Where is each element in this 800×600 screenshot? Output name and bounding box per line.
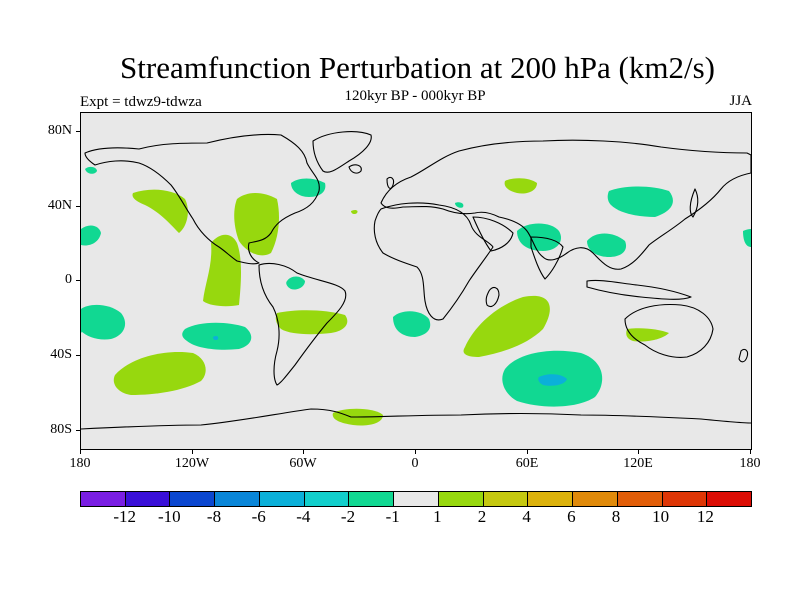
colorbar-segment [170, 492, 216, 506]
lat-label-40s: 40S [50, 347, 72, 362]
new-zealand-coastline [738, 348, 749, 363]
lat-tick [76, 280, 81, 281]
colorbar-level-label: -10 [157, 507, 181, 526]
colorbar-level-label: 2 [477, 507, 487, 526]
indonesia-coastline [586, 279, 692, 300]
colorbar-segment [81, 492, 126, 506]
colorbar-segment [304, 492, 350, 506]
lon-tick [80, 449, 81, 454]
lat-tick [76, 355, 81, 356]
colorbar-level-label: 6 [567, 507, 576, 526]
antarctica-coastline [81, 408, 751, 430]
greenland-coastline [312, 131, 372, 173]
eurasia-coastline [380, 139, 751, 270]
season-label: JJA [729, 93, 752, 109]
world-map [81, 131, 751, 430]
colorbar-segment [438, 492, 484, 506]
negative-region [393, 311, 431, 337]
colorbar [80, 491, 752, 507]
lat-tick [76, 430, 81, 431]
north-america-coastline [84, 133, 320, 265]
colorbar-level-label: -4 [296, 507, 311, 526]
negative-region [743, 229, 751, 247]
australia-coastline [624, 303, 714, 358]
negative-region [81, 225, 101, 246]
iceland-coastline [348, 164, 362, 174]
coastlines [81, 131, 751, 430]
negative-region [504, 178, 537, 194]
lon-tick [527, 449, 528, 454]
uk-coastline [386, 176, 395, 189]
negative-region [213, 335, 219, 341]
lon-label-120e: 120E [623, 456, 653, 471]
colorbar-segment [215, 492, 260, 506]
lat-label-40n: 40N [47, 198, 72, 213]
positive-region [132, 189, 188, 233]
lon-label-0: 0 [411, 456, 419, 471]
map-panel [80, 112, 752, 450]
colorbar-level-label: 8 [611, 507, 621, 526]
colorbar-segment [483, 492, 529, 506]
lon-tick [638, 449, 639, 454]
chart-title: Streamfunction Perturbation at 200 hPa (… [120, 50, 715, 85]
colorbar-level-label: 1 [433, 507, 442, 526]
colorbar-segment [349, 492, 395, 506]
lat-label-80n: 80N [47, 123, 72, 138]
positive-region [275, 310, 348, 335]
colorbar-segment [573, 492, 618, 506]
lat-label-80s: 80S [50, 422, 72, 437]
colorbar-segment [125, 492, 171, 506]
colorbar-level-label: -8 [206, 507, 222, 526]
colorbar-segment [617, 492, 663, 506]
positive-region [234, 193, 279, 256]
positive-region [463, 295, 550, 357]
negative-region [587, 233, 627, 257]
negative-region [286, 276, 305, 290]
colorbar-level-label: 12 [696, 507, 714, 526]
colorbar-level-label: 10 [652, 507, 670, 526]
lon-label-60e: 60E [515, 456, 539, 471]
lat-label-0: 0 [65, 272, 72, 287]
chart-subtitle: 120kyr BP - 000kyr BP [344, 88, 486, 104]
madagascar-coastline [485, 286, 500, 308]
negative-region [607, 186, 673, 217]
lon-label-180w: 180 [69, 456, 91, 471]
colorbar-segment [662, 492, 708, 506]
positive-region [626, 328, 669, 342]
colorbar-segment [707, 492, 752, 506]
lon-tick [750, 449, 751, 454]
colorbar-level-label: -6 [251, 507, 266, 526]
japan-coastline [689, 188, 699, 218]
lon-tick [415, 449, 416, 454]
colorbar-segment [394, 492, 439, 506]
colorbar-level-label: -2 [340, 507, 356, 526]
colorbar-segment [528, 492, 574, 506]
arabia-coastline [472, 216, 514, 252]
positive-region [203, 234, 241, 307]
negative-region [81, 304, 126, 340]
colorbar-level-label: 4 [522, 507, 531, 526]
lon-tick [192, 449, 193, 454]
lon-tick [303, 449, 304, 454]
lat-tick [76, 131, 81, 132]
south-america-coastline [258, 262, 347, 386]
india-coastline [530, 236, 564, 280]
lat-tick [76, 206, 81, 207]
lon-label-120w: 120W [174, 456, 210, 471]
lon-label-180e: 180 [739, 456, 761, 471]
lon-label-60w: 60W [289, 456, 317, 471]
experiment-label: Expt = tdwz9-tdwza [80, 94, 202, 110]
colorbar-segment [259, 492, 305, 506]
africa-coastline [373, 202, 494, 321]
positive-region [113, 351, 206, 395]
positive-region [351, 209, 358, 215]
negative-region [538, 374, 567, 386]
colorbar-level-label: -1 [385, 507, 400, 526]
contour-fills [81, 166, 751, 426]
negative-region [85, 166, 97, 174]
negative-region [81, 313, 84, 333]
negative-region [291, 178, 326, 197]
colorbar-level-label: -12 [113, 507, 136, 526]
negative-region [455, 202, 464, 208]
